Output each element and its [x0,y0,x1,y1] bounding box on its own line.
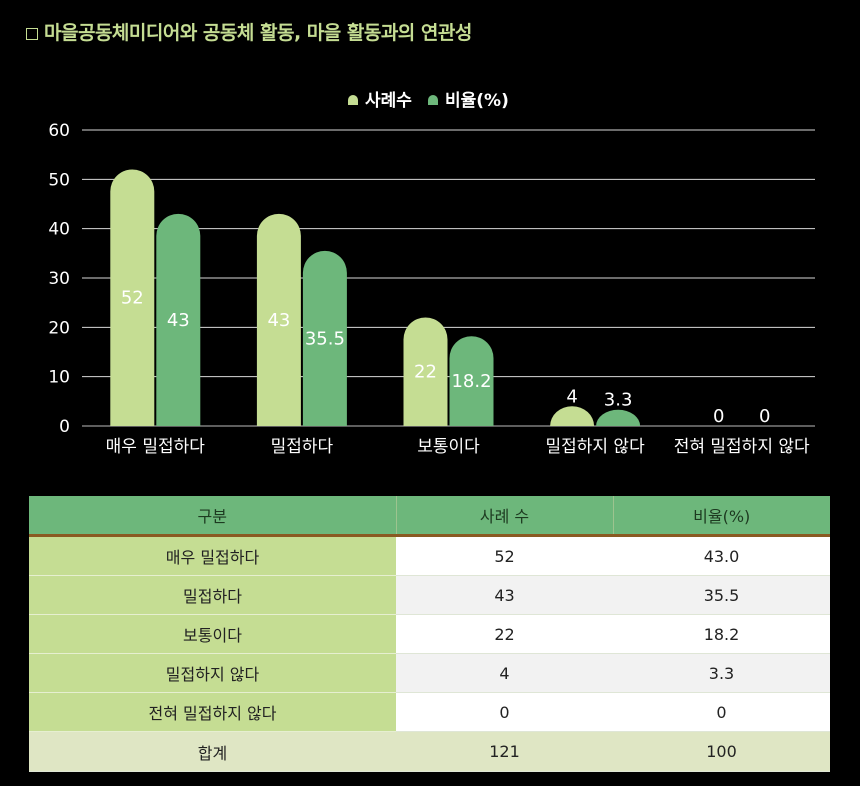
bar [156,213,201,426]
bar [110,169,155,426]
legend-marker-icon [348,95,358,105]
table-row: 밀접하지 않다 4 3.3 [29,653,830,693]
table-cell-ratio: 18.2 [613,614,830,654]
grid-lines [82,129,815,427]
y-tick-label: 20 [48,318,70,338]
table-cell-category: 전혀 밀접하지 않다 [29,692,396,732]
y-tick-label: 50 [48,170,70,190]
bar [550,406,595,426]
data-label: 3.3 [604,390,633,411]
table-header-row: 구분 사례 수 비율(%) [29,496,830,537]
bars: 52 43 43 35.5 22 18.2 4 3.3 0 0 [110,169,770,427]
bar-chart: 0 10 20 30 40 50 60 52 43 43 35.5 22 18.2 4 3.3 0 0 매우 … [48,91,815,457]
legend-marker-icon [428,95,438,105]
table-cell-count: 52 [396,535,613,576]
x-tick-label: 밀접하지 않다 [545,437,645,457]
table-cell-category: 보통이다 [29,614,396,654]
table-cell-count: 0 [396,692,613,732]
bar [302,250,347,426]
data-label: 43 [167,310,190,331]
legend-label: 비율(%) [445,91,509,111]
chart-title: 마을공동체미디어와 공동체 활동, 마을 활동과의 연관성 [26,18,472,45]
table-row: 전혀 밀접하지 않다 0 0 [29,692,830,732]
table-cell-category: 밀접하다 [29,575,396,615]
bar [256,213,301,426]
table-total-ratio: 100 [613,731,830,772]
legend: 사례수 비율(%) [348,91,509,111]
x-tick-label: 보통이다 [417,437,480,457]
legend-label: 사례수 [365,91,412,111]
x-axis: 매우 밀접하다 밀접하다 보통이다 밀접하지 않다 전혀 밀접하지 않다 [106,437,810,457]
table-cell-ratio: 43.0 [613,535,830,576]
data-label: 35.5 [305,328,345,349]
table-cell-category: 밀접하지 않다 [29,653,396,693]
table-cell-count: 4 [396,653,613,693]
x-tick-label: 전혀 밀접하지 않다 [674,437,810,457]
chart-title-text: 마을공동체미디어와 공동체 활동, 마을 활동과의 연관성 [44,22,472,44]
checkbox-square-icon [26,28,38,40]
table-header-count: 사례 수 [395,496,613,537]
x-tick-label: 밀접하다 [271,437,334,457]
table-row: 보통이다 22 18.2 [29,614,830,654]
bar [403,317,448,426]
table-cell-ratio: 3.3 [613,653,830,693]
table-row: 매우 밀접하다 52 43.0 [29,535,830,576]
table-header-ratio: 비율(%) [612,496,830,537]
table-cell-ratio: 0 [613,692,830,732]
table-cell-category: 매우 밀접하다 [29,535,396,576]
data-label: 0 [713,406,724,427]
table-cell-count: 43 [396,575,613,615]
table-row: 밀접하다 43 35.5 [29,575,830,615]
y-tick-label: 10 [48,368,70,388]
y-tick-label: 40 [48,220,70,240]
table-cell-ratio: 35.5 [613,575,830,615]
y-axis: 0 10 20 30 40 50 60 [48,121,70,437]
table-total-label: 합계 [29,731,396,772]
y-tick-label: 30 [48,269,70,289]
y-tick-label: 60 [48,121,70,141]
data-label: 0 [759,406,770,427]
table-header-category: 구분 [29,496,396,537]
bar [596,409,641,426]
data-label: 22 [414,362,437,383]
table-total-count: 121 [396,731,613,772]
data-label: 43 [267,310,290,331]
table-total-row: 합계 121 100 [29,731,830,772]
data-label: 18.2 [451,371,491,392]
bar [449,336,494,426]
data-label: 52 [121,288,144,309]
x-tick-label: 매우 밀접하다 [106,437,206,457]
data-label: 4 [566,386,577,407]
y-tick-label: 0 [59,417,70,437]
table-cell-count: 22 [396,614,613,654]
data-table: 구분 사례 수 비율(%) 매우 밀접하다 52 43.0 밀접하다 43 35… [29,496,830,772]
